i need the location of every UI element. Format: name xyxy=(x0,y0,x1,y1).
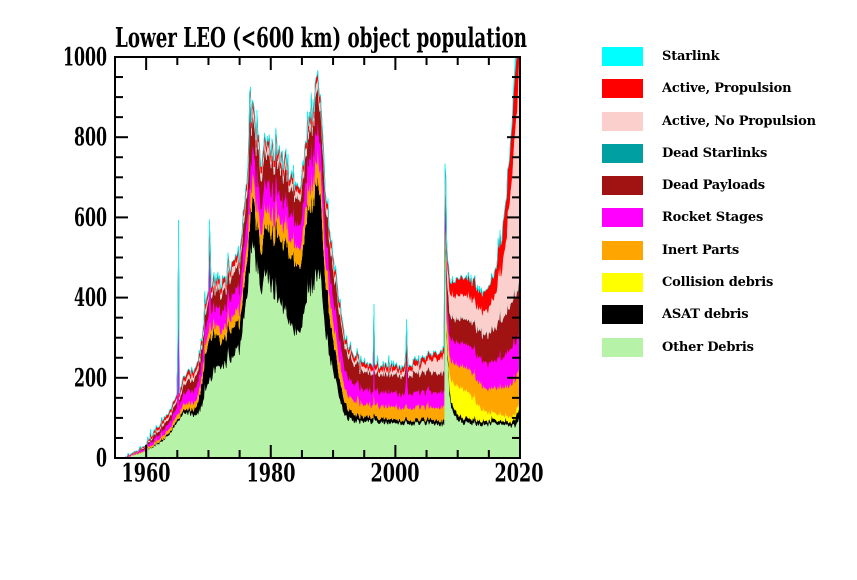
legend-swatch xyxy=(602,337,643,357)
legend-label: Inert Parts xyxy=(662,242,740,258)
legend-item: Dead Starlinks xyxy=(602,143,852,163)
plot-border xyxy=(114,56,521,459)
axis-ticks xyxy=(114,56,521,459)
legend-label: ASAT debris xyxy=(662,307,749,323)
legend-swatch xyxy=(602,143,643,163)
legend-swatch xyxy=(602,208,643,228)
legend-swatch xyxy=(602,47,643,66)
legend: Starlink Active, Propulsion Active, No P… xyxy=(602,47,852,370)
y-tick-label: 200 xyxy=(74,363,107,392)
legend-label: Rocket Stages xyxy=(662,210,764,226)
x-tick-label: 1980 xyxy=(247,459,296,488)
legend-item: Active, No Propulsion xyxy=(602,111,852,131)
stacked-area-layers xyxy=(124,58,519,457)
y-tick-label: 800 xyxy=(74,123,107,152)
legend-swatch xyxy=(602,273,643,293)
y-axis-labels: 0 200 400 600 800 1000 xyxy=(63,43,107,473)
legend-label: Other Debris xyxy=(662,339,754,355)
legend-swatch xyxy=(602,176,643,196)
x-tick-label: 1960 xyxy=(122,459,171,488)
legend-swatch xyxy=(602,111,643,131)
legend-label: Collision debris xyxy=(662,275,774,291)
y-tick-label: 1000 xyxy=(63,43,107,72)
legend-swatch xyxy=(602,240,643,260)
area-layer-starlink xyxy=(124,58,517,457)
legend-label: Dead Starlinks xyxy=(662,145,768,161)
legend-label: Starlink xyxy=(662,49,720,64)
x-tick-label: 2020 xyxy=(495,459,544,488)
legend-item: Rocket Stages xyxy=(602,208,852,228)
legend-item: Collision debris xyxy=(602,273,852,293)
y-tick-label: 600 xyxy=(74,203,107,232)
legend-item: Active, Propulsion xyxy=(602,79,852,99)
legend-item: Starlink xyxy=(602,47,852,66)
legend-item: Dead Payloads xyxy=(602,176,852,196)
legend-item: Inert Parts xyxy=(602,240,852,260)
legend-item: Other Debris xyxy=(602,337,852,357)
legend-label: Active, Propulsion xyxy=(662,81,792,97)
y-tick-label: 400 xyxy=(74,283,107,312)
legend-swatch xyxy=(602,79,643,99)
x-axis-labels: 1960 1980 2000 2020 xyxy=(122,459,544,488)
x-tick-label: 2000 xyxy=(371,459,420,488)
legend-swatch xyxy=(602,305,643,325)
chart-title: Lower LEO (<600 km) object population xyxy=(115,23,527,54)
y-tick-label: 0 xyxy=(96,444,107,473)
legend-label: Active, No Propulsion xyxy=(662,113,816,129)
legend-item: ASAT debris xyxy=(602,305,852,325)
legend-label: Dead Payloads xyxy=(662,178,765,194)
